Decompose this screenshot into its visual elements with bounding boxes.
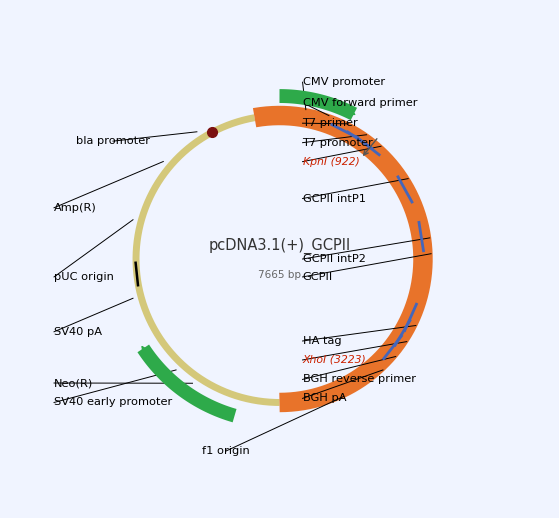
Text: SV40 early promoter: SV40 early promoter [54, 397, 172, 408]
Text: Amp(R): Amp(R) [54, 203, 97, 213]
Text: Neo(R): Neo(R) [54, 378, 93, 388]
Text: GCPII intP1: GCPII intP1 [302, 194, 366, 204]
Text: KpnI (922): KpnI (922) [302, 156, 359, 167]
Text: pUC origin: pUC origin [54, 272, 114, 282]
Text: pcDNA3.1(+)_GCPII: pcDNA3.1(+)_GCPII [209, 238, 350, 254]
Text: T7 promoter: T7 promoter [302, 138, 373, 148]
Text: XhoI (3223): XhoI (3223) [302, 355, 366, 365]
Text: BGH reverse primer: BGH reverse primer [302, 375, 415, 384]
Text: BGH pA: BGH pA [302, 393, 346, 404]
Text: T7 primer: T7 primer [302, 118, 358, 128]
Text: HA tag: HA tag [302, 336, 341, 346]
Text: bla promoter: bla promoter [76, 136, 150, 146]
Text: SV40 pA: SV40 pA [54, 327, 102, 337]
Text: f1 origin: f1 origin [202, 446, 249, 456]
Text: GCPII: GCPII [302, 272, 333, 282]
Text: CMV promoter: CMV promoter [302, 77, 385, 87]
Text: CMV forward primer: CMV forward primer [302, 98, 417, 108]
Text: 7665 bp: 7665 bp [258, 270, 301, 280]
Text: GCPII intP2: GCPII intP2 [302, 254, 366, 264]
